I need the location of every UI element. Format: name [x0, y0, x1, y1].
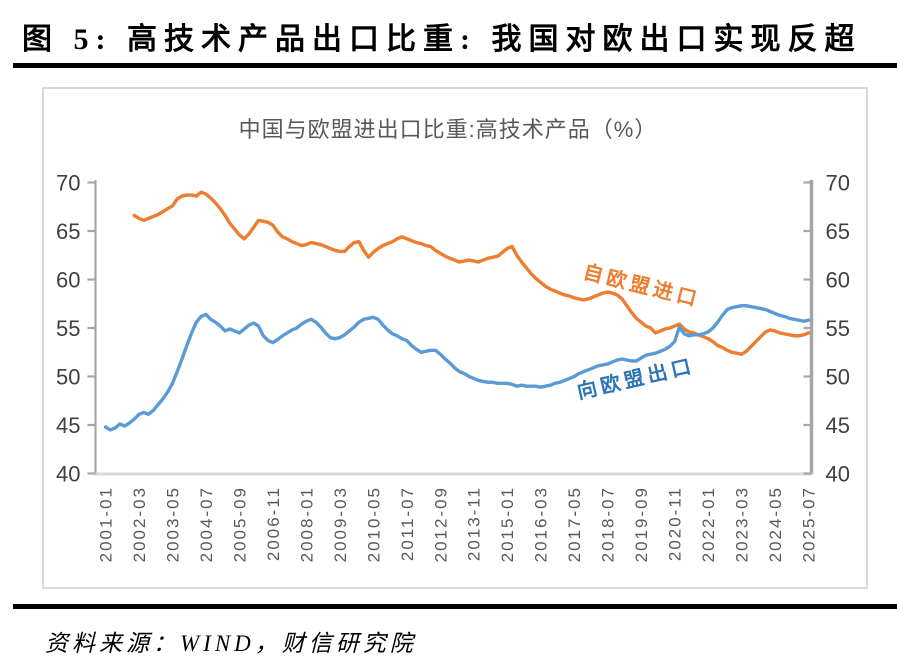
y-tick-label-left: 60 [56, 268, 80, 293]
x-tick-label: 2020-11 [666, 486, 685, 561]
y-tick-label-left: 70 [56, 171, 80, 196]
x-tick-label: 2017-05 [565, 486, 584, 562]
x-tick-label: 2005-09 [230, 486, 249, 562]
y-tick-label-right: 50 [826, 365, 850, 390]
x-tick-label: 2003-05 [164, 486, 183, 562]
x-tick-label: 2024-05 [766, 486, 785, 562]
x-tick-label: 2019-09 [632, 486, 651, 562]
x-tick-label: 2023-03 [733, 486, 752, 562]
x-tick-label: 2012-09 [431, 486, 450, 562]
figure-title: 图 5: 高技术产品出口比重: 我国对欧出口实现反超 [22, 23, 862, 56]
x-tick-label: 2016-03 [532, 486, 551, 562]
y-tick-label-left: 55 [56, 316, 80, 341]
y-tick-label-right: 70 [826, 171, 850, 196]
source-note: 资料来源：WIND，财信研究院 [45, 631, 417, 656]
x-tick-label: 2009-03 [331, 486, 350, 562]
x-tick-label: 2022-01 [699, 486, 718, 562]
x-tick-label: 2010-05 [364, 486, 383, 562]
x-tick-label: 2011-07 [398, 486, 417, 561]
x-tick-label: 2006-11 [264, 486, 283, 561]
x-tick-label: 2018-07 [599, 486, 618, 562]
x-tick-label: 2008-01 [297, 486, 316, 562]
x-tick-label: 2025-07 [800, 486, 819, 562]
y-tick-label-left: 50 [56, 365, 80, 390]
footer-divider-rule [13, 604, 897, 609]
x-tick-label: 2001-01 [97, 486, 116, 562]
x-tick-label: 2015-01 [498, 486, 517, 562]
y-tick-label-left: 65 [56, 219, 80, 244]
y-tick-label-right: 40 [826, 462, 850, 487]
x-tick-label: 2002-03 [130, 486, 149, 562]
series-line-1 [103, 304, 811, 432]
chart-title: 中国与欧盟进出口比重:高技术产品（%） [238, 117, 658, 142]
y-tick-label-right: 55 [826, 316, 850, 341]
y-tick-label-right: 65 [826, 219, 850, 244]
y-tick-label-left: 45 [56, 413, 80, 438]
chart-frame [42, 87, 868, 589]
y-tick-label-right: 60 [826, 268, 850, 293]
title-divider-rule [13, 63, 897, 68]
y-tick-label-left: 40 [56, 462, 80, 487]
x-tick-label: 2004-07 [197, 486, 216, 562]
y-tick-label-right: 45 [826, 413, 850, 438]
x-tick-label: 2013-11 [465, 486, 484, 561]
